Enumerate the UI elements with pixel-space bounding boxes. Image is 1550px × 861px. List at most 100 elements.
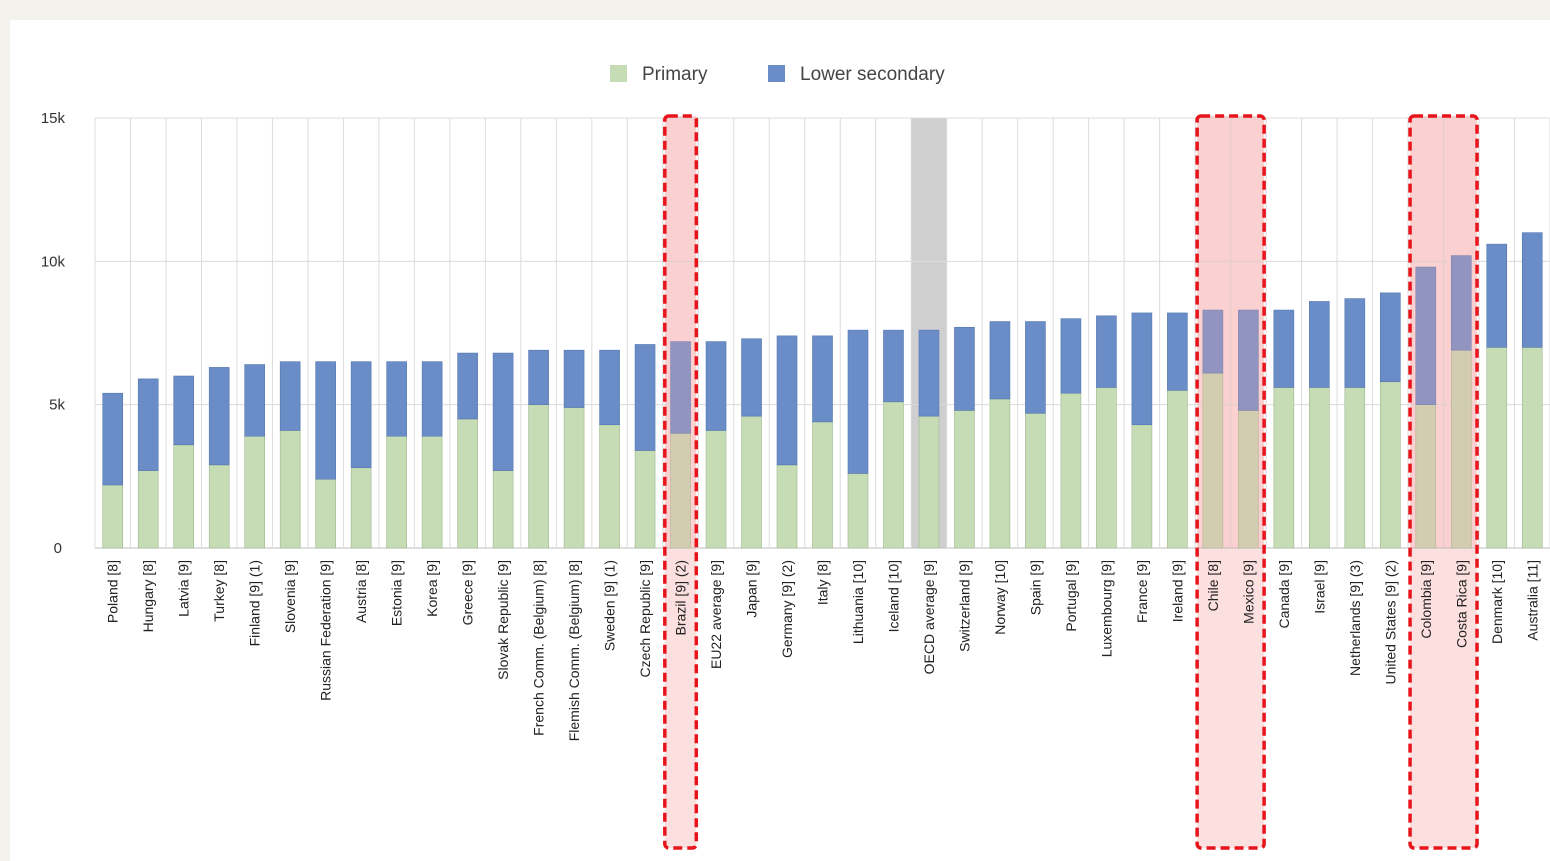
bar-segment-primary — [1131, 424, 1153, 549]
bar-french-comm-belgium-8 — [528, 349, 549, 549]
bar-segment-lower-secondary — [350, 361, 372, 469]
bar-chile-8 — [1202, 309, 1224, 549]
y-tick-label: 5k — [49, 397, 65, 414]
bar-segment-primary — [776, 464, 798, 549]
bar-segment-lower-secondary — [847, 329, 869, 474]
bar-norway-10 — [989, 321, 1011, 549]
bar-costa-rica-9 — [1450, 255, 1472, 549]
bar-segment-primary — [954, 410, 975, 549]
category-tick-label: Lithuania [10] — [850, 560, 866, 644]
category-tick-label: Estonia [9] — [389, 560, 405, 626]
bar-segment-lower-secondary — [244, 364, 265, 437]
bar-segment-primary — [137, 470, 159, 549]
bar-segment-lower-secondary — [1060, 318, 1082, 394]
bar-segment-primary — [173, 444, 195, 549]
bar-segment-primary — [244, 435, 265, 549]
category-tick-label: Flemish Comm. (Belgium) [8] — [566, 560, 582, 741]
y-tick-label: 0 — [54, 540, 62, 557]
highlight-box-overlay — [664, 116, 697, 548]
bar-segment-lower-secondary — [1167, 312, 1188, 391]
axes-layer: Poland [8] Hungary [8] Latvia [9] Turkey [8… — [41, 110, 1540, 741]
category-tick-label: French Comm. (Belgium) [8] — [531, 560, 547, 736]
bar-segment-primary — [1060, 392, 1082, 549]
y-tick-label: 10k — [41, 253, 66, 270]
highlight-box-border — [1408, 114, 1479, 850]
bar-segment-primary — [421, 435, 443, 549]
bar-segment-primary — [208, 464, 230, 549]
bar-segment-primary — [563, 407, 585, 549]
category-tick-label: Czech Republic [9] — [637, 560, 653, 678]
bar-netherlands-9-3 — [1344, 298, 1366, 549]
bar-australia-11 — [1521, 232, 1543, 549]
bar-segment-lower-secondary — [1344, 298, 1366, 388]
bar-segment-primary — [1486, 347, 1508, 549]
bar-luxembourg-9 — [1096, 315, 1117, 549]
bar-segment-primary — [102, 484, 124, 549]
bar-iceland-10 — [883, 329, 904, 549]
bar-segment-lower-secondary — [386, 361, 407, 437]
category-tick-label: Italy [8] — [815, 560, 831, 605]
bar-segment-lower-secondary — [1025, 321, 1046, 414]
bar-segment-lower-secondary — [776, 335, 798, 466]
bar-segment-lower-secondary — [1131, 312, 1153, 426]
bar-portugal-9 — [1060, 318, 1082, 549]
highlight-box-border — [663, 114, 699, 850]
category-tick-label: Japan [9] — [744, 560, 760, 618]
category-tick-label: Iceland [10] — [885, 560, 901, 632]
y-tick-label: 15k — [41, 110, 66, 127]
bar-sweden-9-1 — [599, 349, 620, 549]
category-tick-label: Costa Rica [9] — [1453, 560, 1469, 648]
bar-switzerland-9 — [954, 326, 975, 549]
bar-segment-lower-secondary — [705, 341, 727, 431]
legend-swatch — [610, 65, 627, 82]
highlight-box-overlay — [1197, 116, 1265, 548]
category-tick-label: Sweden [9] (1) — [602, 560, 618, 651]
bar-segment-primary — [279, 430, 301, 549]
bar-italy-8 — [812, 335, 833, 549]
bar-segment-primary — [386, 435, 407, 549]
bar-segment-primary — [847, 473, 869, 549]
bar-segment-lower-secondary — [457, 352, 478, 420]
category-tick-label: EU22 average [9] — [708, 560, 724, 669]
bar-segment-lower-secondary — [315, 361, 336, 480]
bar-segment-primary — [1521, 347, 1543, 549]
chart-panel: Poland [8] Hungary [8] Latvia [9] Turkey [8… — [10, 20, 1550, 861]
bar-colombia-9 — [1415, 266, 1437, 549]
bar-eu22-average-9 — [705, 341, 727, 549]
bar-slovak-republic-9 — [492, 352, 514, 549]
bar-hungary-8 — [137, 378, 159, 549]
category-tick-label: Luxembourg [9] — [1098, 560, 1114, 657]
category-tick-label: Spain [9] — [1027, 560, 1043, 615]
bar-segment-primary — [705, 430, 727, 549]
bar-segment-lower-secondary — [1202, 309, 1224, 374]
legend-label: Primary — [642, 64, 708, 85]
legend-item-lower-secondary: Lower secondary — [768, 64, 945, 85]
bar-lithuania-10 — [847, 329, 869, 549]
category-tick-label: Hungary [8] — [140, 560, 156, 632]
bar-segment-lower-secondary — [421, 361, 443, 437]
bar-turkey-8 — [208, 367, 230, 549]
bar-segment-lower-secondary — [634, 344, 656, 451]
legend: Primary Lower secondary — [610, 64, 945, 85]
bar-segment-lower-secondary — [599, 349, 620, 426]
bar-korea-9 — [421, 361, 443, 549]
category-tick-label: France [9] — [1134, 560, 1150, 623]
category-tick-label: Israel [9] — [1311, 560, 1327, 614]
bar-segment-lower-secondary — [1238, 309, 1259, 411]
category-tick-label: Canada [9] — [1276, 560, 1292, 629]
bar-latvia-9 — [173, 375, 195, 549]
bar-brazil-9-2 — [670, 341, 691, 549]
bar-segment-primary — [492, 470, 514, 549]
category-tick-label: Finland [9] (1) — [247, 560, 263, 646]
category-tick-label: Greece [9] — [460, 560, 476, 625]
bar-segment-primary — [1380, 381, 1401, 549]
bar-segment-lower-secondary — [173, 375, 195, 446]
bar-ireland-9 — [1167, 312, 1188, 549]
bar-segment-lower-secondary — [279, 361, 301, 431]
bar-segment-lower-secondary — [1273, 309, 1295, 388]
category-tick-label: United States [9] (2) — [1382, 560, 1398, 685]
bar-segment-primary — [599, 424, 620, 549]
bar-segment-primary — [883, 401, 904, 549]
bar-segment-lower-secondary — [1309, 301, 1330, 388]
bar-finland-9-1 — [244, 364, 265, 549]
